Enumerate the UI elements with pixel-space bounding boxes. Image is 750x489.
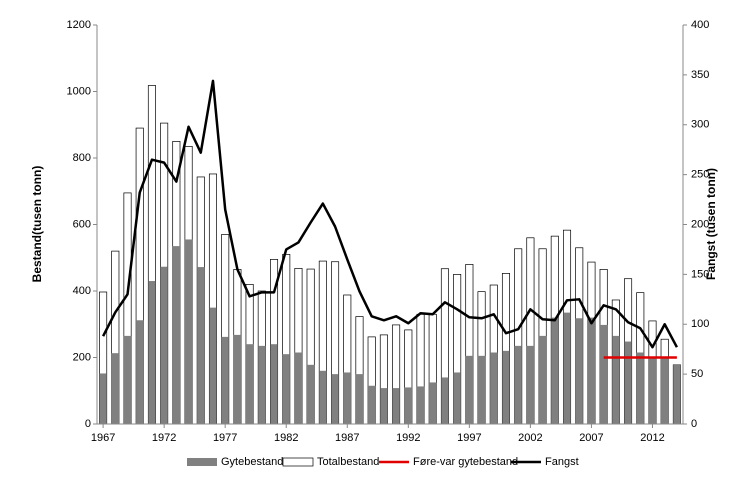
bar [429,382,437,424]
bar [380,388,388,424]
y-tick-label: 1200 [67,19,91,31]
bar [306,364,315,424]
y-axis-title: Bestand(tusen tonn) [30,166,44,283]
bar [245,344,254,424]
bar [331,374,339,424]
y2-tick-label: 350 [691,69,709,81]
bar [490,352,498,424]
bar [209,307,217,424]
bar [197,267,205,424]
bar [477,355,486,424]
bar [404,387,412,424]
bar [233,334,242,424]
bar [648,357,657,424]
y-tick-label: 600 [73,218,91,230]
legend-label: Føre-var gytebestand [413,456,518,468]
bar [587,317,596,424]
y2-tick-label: 150 [691,268,709,280]
bar [661,357,669,424]
bar [538,335,547,424]
bar [99,373,107,424]
y2-tick-label: 250 [691,169,709,181]
bar [514,345,522,424]
legend-swatch [187,458,217,466]
bar [294,352,303,424]
y-tick-label: 1000 [67,85,91,97]
x-tick-label: 1967 [91,432,115,444]
bar [160,266,168,424]
x-tick-label: 1987 [335,432,359,444]
bar [392,388,400,424]
bar [673,364,681,424]
bar [465,355,474,424]
y-tick-label: 800 [73,152,91,164]
y2-tick-label: 400 [691,19,709,31]
legend-label: Fangst [545,456,579,468]
bar [221,336,229,424]
bar [258,345,266,424]
legend-swatch [282,457,314,467]
y2-tick-label: 200 [691,218,709,230]
y-tick-label: 400 [73,285,91,297]
bar [563,312,571,424]
bar [319,370,327,424]
x-tick-label: 2007 [579,432,603,444]
bar [355,374,364,424]
bar [624,341,632,424]
bar [551,317,559,424]
bar [612,335,620,424]
bar [184,239,193,424]
bar [502,350,510,424]
bar [368,385,376,424]
bar [575,318,583,424]
bar [343,372,351,424]
bar [172,246,181,424]
x-tick-label: 1982 [274,432,298,444]
x-tick-label: 1977 [213,432,237,444]
y2-axis-title: Fangst (tusen tonn) [704,168,718,280]
bar [123,335,132,424]
legend-label: Gytebestand [221,456,283,468]
x-tick-label: 1992 [396,432,420,444]
y-tick-label: 200 [73,351,91,363]
x-tick-label: 1997 [457,432,481,444]
bar [416,386,425,424]
bar [636,352,644,424]
y-tick-label: 0 [85,418,91,430]
y2-tick-label: 0 [691,418,697,430]
bar [526,345,535,424]
y2-tick-label: 100 [691,318,709,330]
bar [599,324,608,424]
x-tick-label: 1972 [152,432,176,444]
x-tick-label: 2002 [518,432,542,444]
bar [453,372,461,424]
bar [148,281,156,424]
legend-label: Totalbestand [317,456,379,468]
bar [441,377,449,424]
bar [282,354,290,424]
bar [111,353,119,424]
bar [136,320,144,424]
y2-tick-label: 50 [691,368,703,380]
x-tick-label: 2012 [640,432,664,444]
bar [270,344,278,424]
y2-tick-label: 300 [691,119,709,131]
line-series [101,79,679,349]
